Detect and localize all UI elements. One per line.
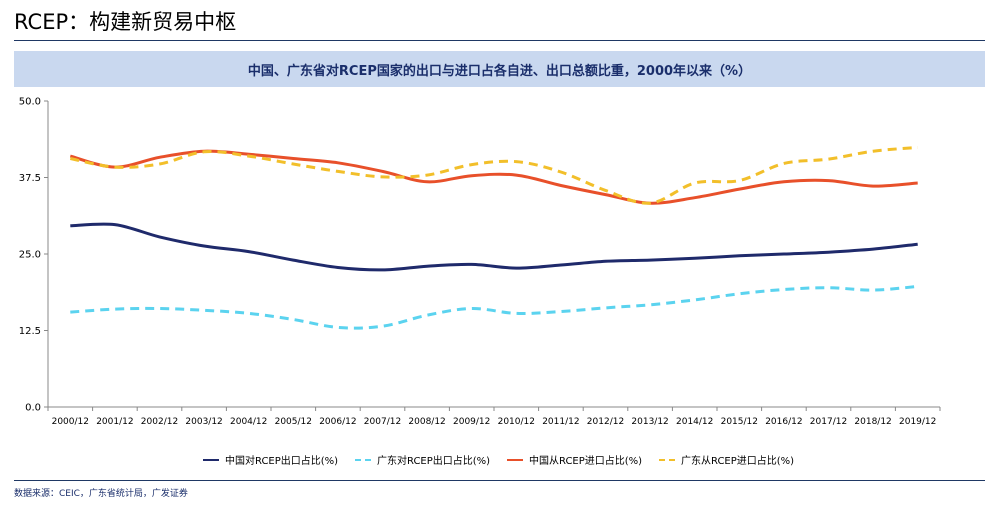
x-tick-label: 2001/12 [96, 417, 133, 427]
y-tick-label: 25.0 [19, 250, 41, 261]
x-tick-label: 2014/12 [676, 417, 713, 427]
series-line-1 [70, 222, 918, 272]
x-tick-label: 2017/12 [810, 417, 847, 427]
legend-swatch [203, 458, 219, 461]
x-tick-label: 2013/12 [631, 417, 668, 427]
series-line-3 [69, 149, 918, 205]
x-tick-label: 2000/12 [52, 417, 89, 427]
x-tick-label: 2016/12 [765, 417, 802, 427]
legend-label: 广东从RCEP进口占比(%) [681, 456, 795, 467]
x-tick-label: 2003/12 [185, 417, 222, 427]
x-tick-label: 2007/12 [364, 417, 401, 427]
legend-label: 中国对RCEP出口占比(%) [225, 456, 339, 467]
x-tick-label: 2004/12 [230, 417, 267, 427]
legend-label: 广东对RCEP出口占比(%) [377, 456, 491, 467]
series-line-2 [70, 284, 918, 330]
y-tick-label: 0.0 [25, 403, 41, 414]
x-tick-label: 2012/12 [587, 417, 624, 427]
y-tick-label: 50.0 [19, 97, 41, 108]
source-note: 数据来源：CEIC，广东省统计局，广发证券 [14, 489, 188, 499]
x-tick-label: 2011/12 [542, 417, 579, 427]
x-tick-label: 2018/12 [854, 417, 891, 427]
legend-item-3: 中国从RCEP进口占比(%) [507, 452, 642, 467]
legend-swatch [659, 458, 675, 461]
legend-item-1: 中国对RCEP出口占比(%) [203, 452, 338, 467]
title-divider [14, 40, 985, 41]
y-tick-label: 12.5 [19, 326, 41, 337]
x-tick-label: 2019/12 [899, 417, 936, 427]
page-title: RCEP：构建新贸易中枢 [14, 10, 237, 34]
x-tick-label: 2015/12 [721, 417, 758, 427]
x-tick-label: 2008/12 [408, 417, 445, 427]
series-line-4 [69, 146, 918, 205]
x-tick-label: 2006/12 [319, 417, 356, 427]
x-tick-label: 2010/12 [498, 417, 535, 427]
chart-title: 中国、广东省对RCEP国家的出口与进口占各自进、出口总额比重，2000年以来（%… [247, 63, 752, 79]
chart-legend: 中国对RCEP出口占比(%) 广东对RCEP出口占比(%) 中国从RCEP进口占比(… [0, 452, 999, 470]
legend-swatch [507, 458, 523, 461]
legend-swatch [355, 458, 371, 461]
legend-label: 中国从RCEP进口占比(%) [529, 456, 643, 467]
chart-banner: 中国、广东省对RCEP国家的出口与进口占各自进、出口总额比重，2000年以来（%… [14, 51, 985, 87]
x-tick-label: 2005/12 [275, 417, 312, 427]
legend-item-2: 广东对RCEP出口占比(%) [355, 452, 490, 467]
y-tick-label: 37.5 [19, 173, 41, 184]
x-tick-label: 2009/12 [453, 417, 490, 427]
x-tick-label: 2002/12 [141, 417, 178, 427]
line-chart: 0.0 12.5 25.0 37.5 50.0 2000/12 2001/12 2002/12… [19, 97, 941, 427]
source-divider [14, 480, 985, 481]
legend-item-4: 广东从RCEP进口占比(%) [659, 452, 794, 467]
